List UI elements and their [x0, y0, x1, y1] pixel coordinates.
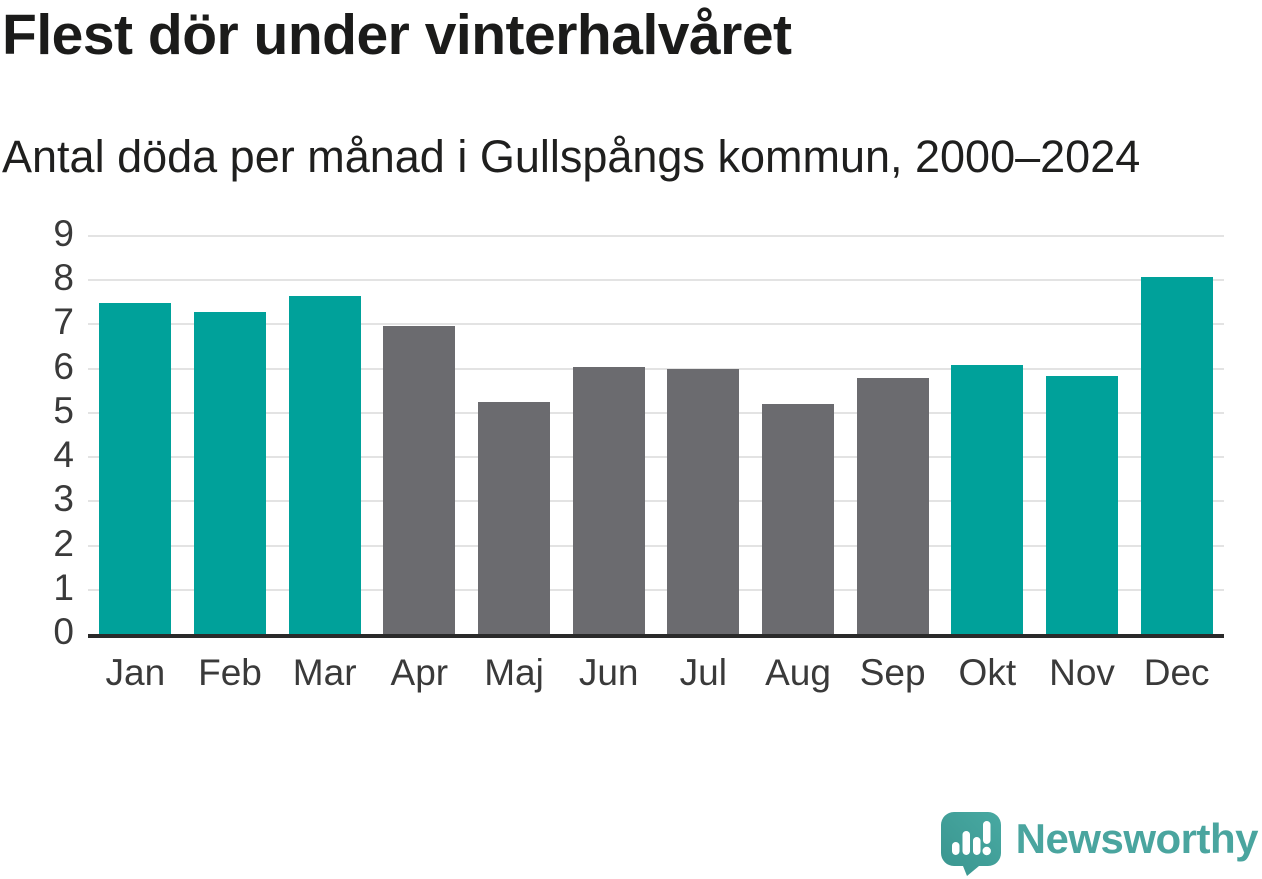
x-tick-label-jun: Jun	[578, 652, 639, 693]
gridline-1	[88, 588, 1224, 591]
y-tick-label-9: 9	[53, 213, 74, 254]
logo-bar-small	[951, 842, 960, 855]
gridline-9	[88, 235, 1224, 237]
bar-dec	[1140, 276, 1213, 634]
bar-chart-plot-area	[88, 235, 1224, 638]
x-tick-label-nov: Nov	[1049, 652, 1115, 693]
x-tick-label-apr: Apr	[390, 652, 449, 693]
logo-bar-tall	[962, 831, 970, 855]
newsworthy-branding: Newsworthy	[939, 810, 1259, 876]
bar-okt	[951, 365, 1024, 634]
x-tick-label-dec: Dec	[1143, 652, 1210, 693]
x-tick-label-jul: Jul	[679, 652, 727, 693]
gridline-4	[88, 456, 1224, 459]
y-tick-label-6: 6	[53, 345, 74, 387]
x-tick-label-jan: Jan	[105, 652, 166, 693]
x-tick-label-maj: Maj	[484, 652, 544, 693]
y-tick-label-0: 0	[53, 611, 74, 652]
x-tick-label-mar: Mar	[292, 652, 357, 693]
gridline-2	[88, 544, 1224, 547]
bar-maj	[478, 402, 550, 634]
gridline-8	[88, 279, 1224, 282]
bar-aug	[762, 404, 834, 634]
y-tick-label-4: 4	[53, 434, 74, 476]
y-tick-label-7: 7	[53, 301, 74, 343]
y-tick-label-1: 1	[53, 566, 74, 608]
logo-bar-medium	[972, 837, 981, 855]
gridline-3	[88, 500, 1224, 503]
bar-sep	[856, 377, 929, 634]
gridline-7	[88, 323, 1224, 326]
chart-title: Flest dör under vinterhalvåret	[2, 3, 792, 67]
gridline-5	[88, 411, 1224, 414]
bar-jun	[572, 366, 645, 634]
x-axis-tick-labels: Jan Feb Mar Apr Maj Jun Jul Aug Sep Okt Nov Dec	[88, 654, 1224, 704]
x-tick-label-feb: Feb	[198, 652, 262, 693]
bar-mar	[288, 296, 361, 634]
y-tick-label-3: 3	[53, 478, 74, 520]
x-tick-label-okt: Okt	[958, 652, 1017, 693]
y-tick-label-8: 8	[53, 257, 74, 299]
logo-exclamation-dot	[982, 846, 991, 856]
x-tick-label-sep: Sep	[859, 652, 926, 693]
brand-name: Newsworthy	[1015, 815, 1259, 862]
x-axis-line	[88, 634, 1224, 638]
gridline-6	[88, 367, 1224, 370]
speech-bubble-shape	[940, 812, 1001, 876]
bar-nov	[1046, 375, 1118, 634]
bar-jan	[99, 303, 172, 634]
bar-jul	[667, 368, 740, 634]
y-tick-label-5: 5	[53, 389, 74, 431]
chart-subtitle: Antal döda per månad i Gullspångs kommun…	[2, 131, 1141, 182]
bar-feb	[194, 312, 266, 634]
y-tick-label-2: 2	[53, 522, 74, 564]
x-tick-label-aug: Aug	[765, 652, 831, 693]
logo-exclamation-stem	[982, 821, 991, 844]
newsworthy-logo-icon	[940, 812, 1001, 876]
bar-apr	[383, 326, 456, 634]
